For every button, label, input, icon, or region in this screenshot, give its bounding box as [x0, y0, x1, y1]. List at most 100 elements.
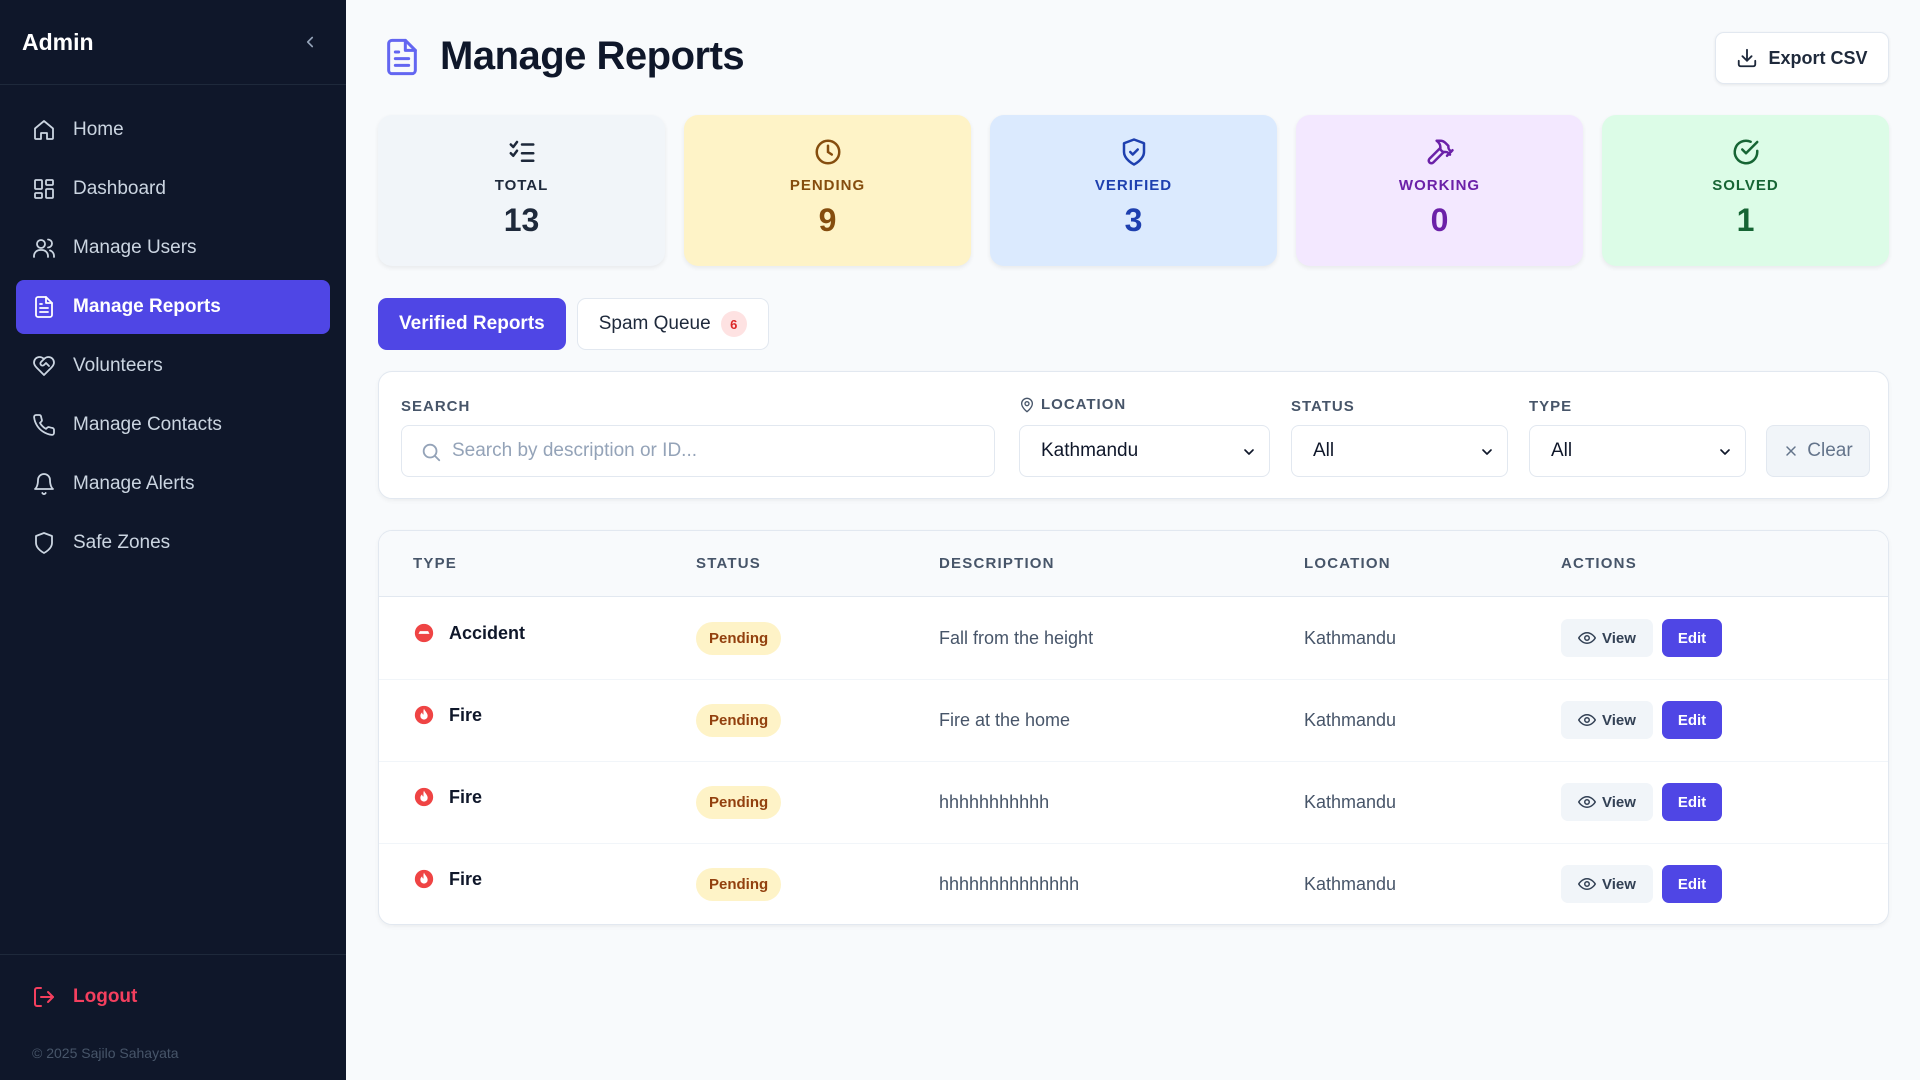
sidebar-item-label: Safe Zones — [73, 532, 171, 553]
status-badge: Pending — [696, 786, 782, 819]
clear-label: Clear — [1807, 440, 1853, 461]
chevron-down-icon — [1241, 444, 1257, 460]
bell-icon — [32, 472, 56, 496]
cell-description: Fall from the height — [939, 628, 1094, 648]
sidebar-item-volunteers[interactable]: Volunteers — [16, 339, 330, 393]
column-header-description: DESCRIPTION — [939, 555, 1055, 572]
sidebar-item-label: Manage Users — [73, 237, 197, 258]
view-button[interactable]: View — [1561, 619, 1653, 657]
cell-location: Kathmandu — [1304, 792, 1397, 812]
dashboard-icon — [32, 177, 56, 201]
stats-row: TOTAL 13 PENDING 9 VERIFIED 3 WORKING 0 … — [378, 115, 1889, 266]
main-content: Manage Reports Export CSV TOTAL 13 PENDI… — [346, 0, 1920, 1080]
map-pin-icon — [1019, 397, 1035, 413]
view-button[interactable]: View — [1561, 783, 1653, 821]
type-label: Accident — [449, 622, 526, 643]
cell-location: Kathmandu — [1304, 628, 1397, 648]
cell-location: Kathmandu — [1304, 874, 1397, 894]
download-icon — [1736, 47, 1758, 69]
cell-type: Fire — [413, 868, 482, 890]
search-input[interactable]: Search by description or ID... — [401, 425, 995, 477]
fire-icon — [413, 704, 435, 726]
sidebar-item-manage-users[interactable]: Manage Users — [16, 221, 330, 275]
logout-button[interactable]: Logout — [32, 985, 137, 1009]
location-select[interactable]: Kathmandu — [1019, 425, 1270, 477]
edit-button[interactable]: Edit — [1662, 865, 1722, 903]
check-circle-icon — [1731, 137, 1761, 167]
reports-table: TYPE STATUS DESCRIPTION LOCATION ACTIONS… — [378, 530, 1889, 925]
stat-value: 0 — [1430, 202, 1449, 238]
status-select[interactable]: All — [1291, 425, 1508, 477]
clock-icon — [813, 137, 843, 167]
cell-type: Fire — [413, 786, 482, 808]
cell-location: Kathmandu — [1304, 710, 1397, 730]
location-label-text: LOCATION — [1041, 396, 1127, 413]
edit-button[interactable]: Edit — [1662, 619, 1722, 657]
view-button[interactable]: View — [1561, 701, 1653, 739]
view-label: View — [1602, 793, 1636, 811]
tab-spam-queue[interactable]: Spam Queue 6 — [576, 298, 769, 350]
status-badge: Pending — [696, 868, 782, 901]
eye-icon — [1577, 629, 1597, 647]
sidebar-footer: Logout © 2025 Sajilo Sahayata — [0, 954, 346, 1080]
sidebar-item-dashboard[interactable]: Dashboard — [16, 162, 330, 216]
eye-icon — [1577, 711, 1597, 729]
column-header-status: STATUS — [696, 555, 761, 572]
edit-button[interactable]: Edit — [1662, 783, 1722, 821]
sidebar-item-label: Dashboard — [73, 178, 166, 199]
sidebar-item-manage-contacts[interactable]: Manage Contacts — [16, 398, 330, 452]
spam-count-badge: 6 — [720, 311, 747, 337]
column-header-actions: ACTIONS — [1561, 555, 1637, 572]
cell-description: Fire at the home — [939, 710, 1071, 730]
stat-value: 13 — [503, 202, 540, 238]
eye-icon — [1577, 793, 1597, 811]
search-icon — [420, 441, 442, 463]
search-placeholder: Search by description or ID... — [452, 440, 697, 461]
sidebar-item-manage-alerts[interactable]: Manage Alerts — [16, 457, 330, 511]
table-row: Fire Pending hhhhhhhhhhh Kathmandu View … — [379, 762, 1888, 844]
sidebar-header: Admin — [0, 0, 346, 85]
sidebar-item-label: Manage Reports — [73, 296, 221, 317]
stat-value: 1 — [1736, 202, 1755, 238]
logout-icon — [32, 985, 56, 1009]
export-csv-button[interactable]: Export CSV — [1715, 32, 1889, 84]
column-header-type: TYPE — [413, 555, 457, 572]
sidebar-item-home[interactable]: Home — [16, 103, 330, 157]
table-row: Fire Pending Fire at the home Kathmandu … — [379, 680, 1888, 762]
tab-verified-reports[interactable]: Verified Reports — [378, 298, 566, 350]
stat-card-working: WORKING 0 — [1296, 115, 1583, 266]
page-header: Manage Reports — [382, 34, 745, 79]
view-button[interactable]: View — [1561, 865, 1653, 903]
fire-icon — [413, 868, 435, 890]
sidebar-item-label: Home — [73, 119, 124, 140]
sidebar-item-label: Volunteers — [73, 355, 163, 376]
sidebar-title: Admin — [22, 28, 94, 55]
document-icon — [382, 35, 422, 79]
type-select[interactable]: All — [1529, 425, 1746, 477]
users-icon — [32, 236, 56, 260]
stat-label: PENDING — [789, 177, 866, 194]
view-label: View — [1602, 875, 1636, 893]
edit-button[interactable]: Edit — [1662, 701, 1722, 739]
location-label: LOCATION — [1019, 396, 1126, 413]
collapse-sidebar-button[interactable] — [296, 28, 324, 56]
table-row: Fire Pending hhhhhhhhhhhhhh Kathmandu Vi… — [379, 844, 1888, 924]
sidebar-item-manage-reports[interactable]: Manage Reports — [16, 280, 330, 334]
report-tabs: Verified Reports Spam Queue 6 — [378, 298, 769, 350]
type-label: Fire — [449, 868, 483, 889]
status-badge: Pending — [696, 622, 782, 655]
clear-filters-button[interactable]: Clear — [1766, 425, 1870, 477]
sidebar-item-safe-zones[interactable]: Safe Zones — [16, 516, 330, 570]
eye-icon — [1577, 875, 1597, 893]
stat-card-total: TOTAL 13 — [378, 115, 665, 266]
stat-label: VERIFIED — [1094, 177, 1173, 194]
sidebar-item-label: Manage Alerts — [73, 473, 195, 494]
type-label: TYPE — [1529, 398, 1573, 415]
document-icon — [32, 295, 56, 319]
logout-label: Logout — [73, 986, 138, 1007]
cell-description: hhhhhhhhhhhhhh — [939, 874, 1080, 894]
shield-check-icon — [1119, 137, 1149, 167]
stat-value: 3 — [1124, 202, 1143, 238]
export-csv-label: Export CSV — [1768, 47, 1868, 68]
table-row: Accident Pending Fall from the height Ka… — [379, 598, 1888, 680]
